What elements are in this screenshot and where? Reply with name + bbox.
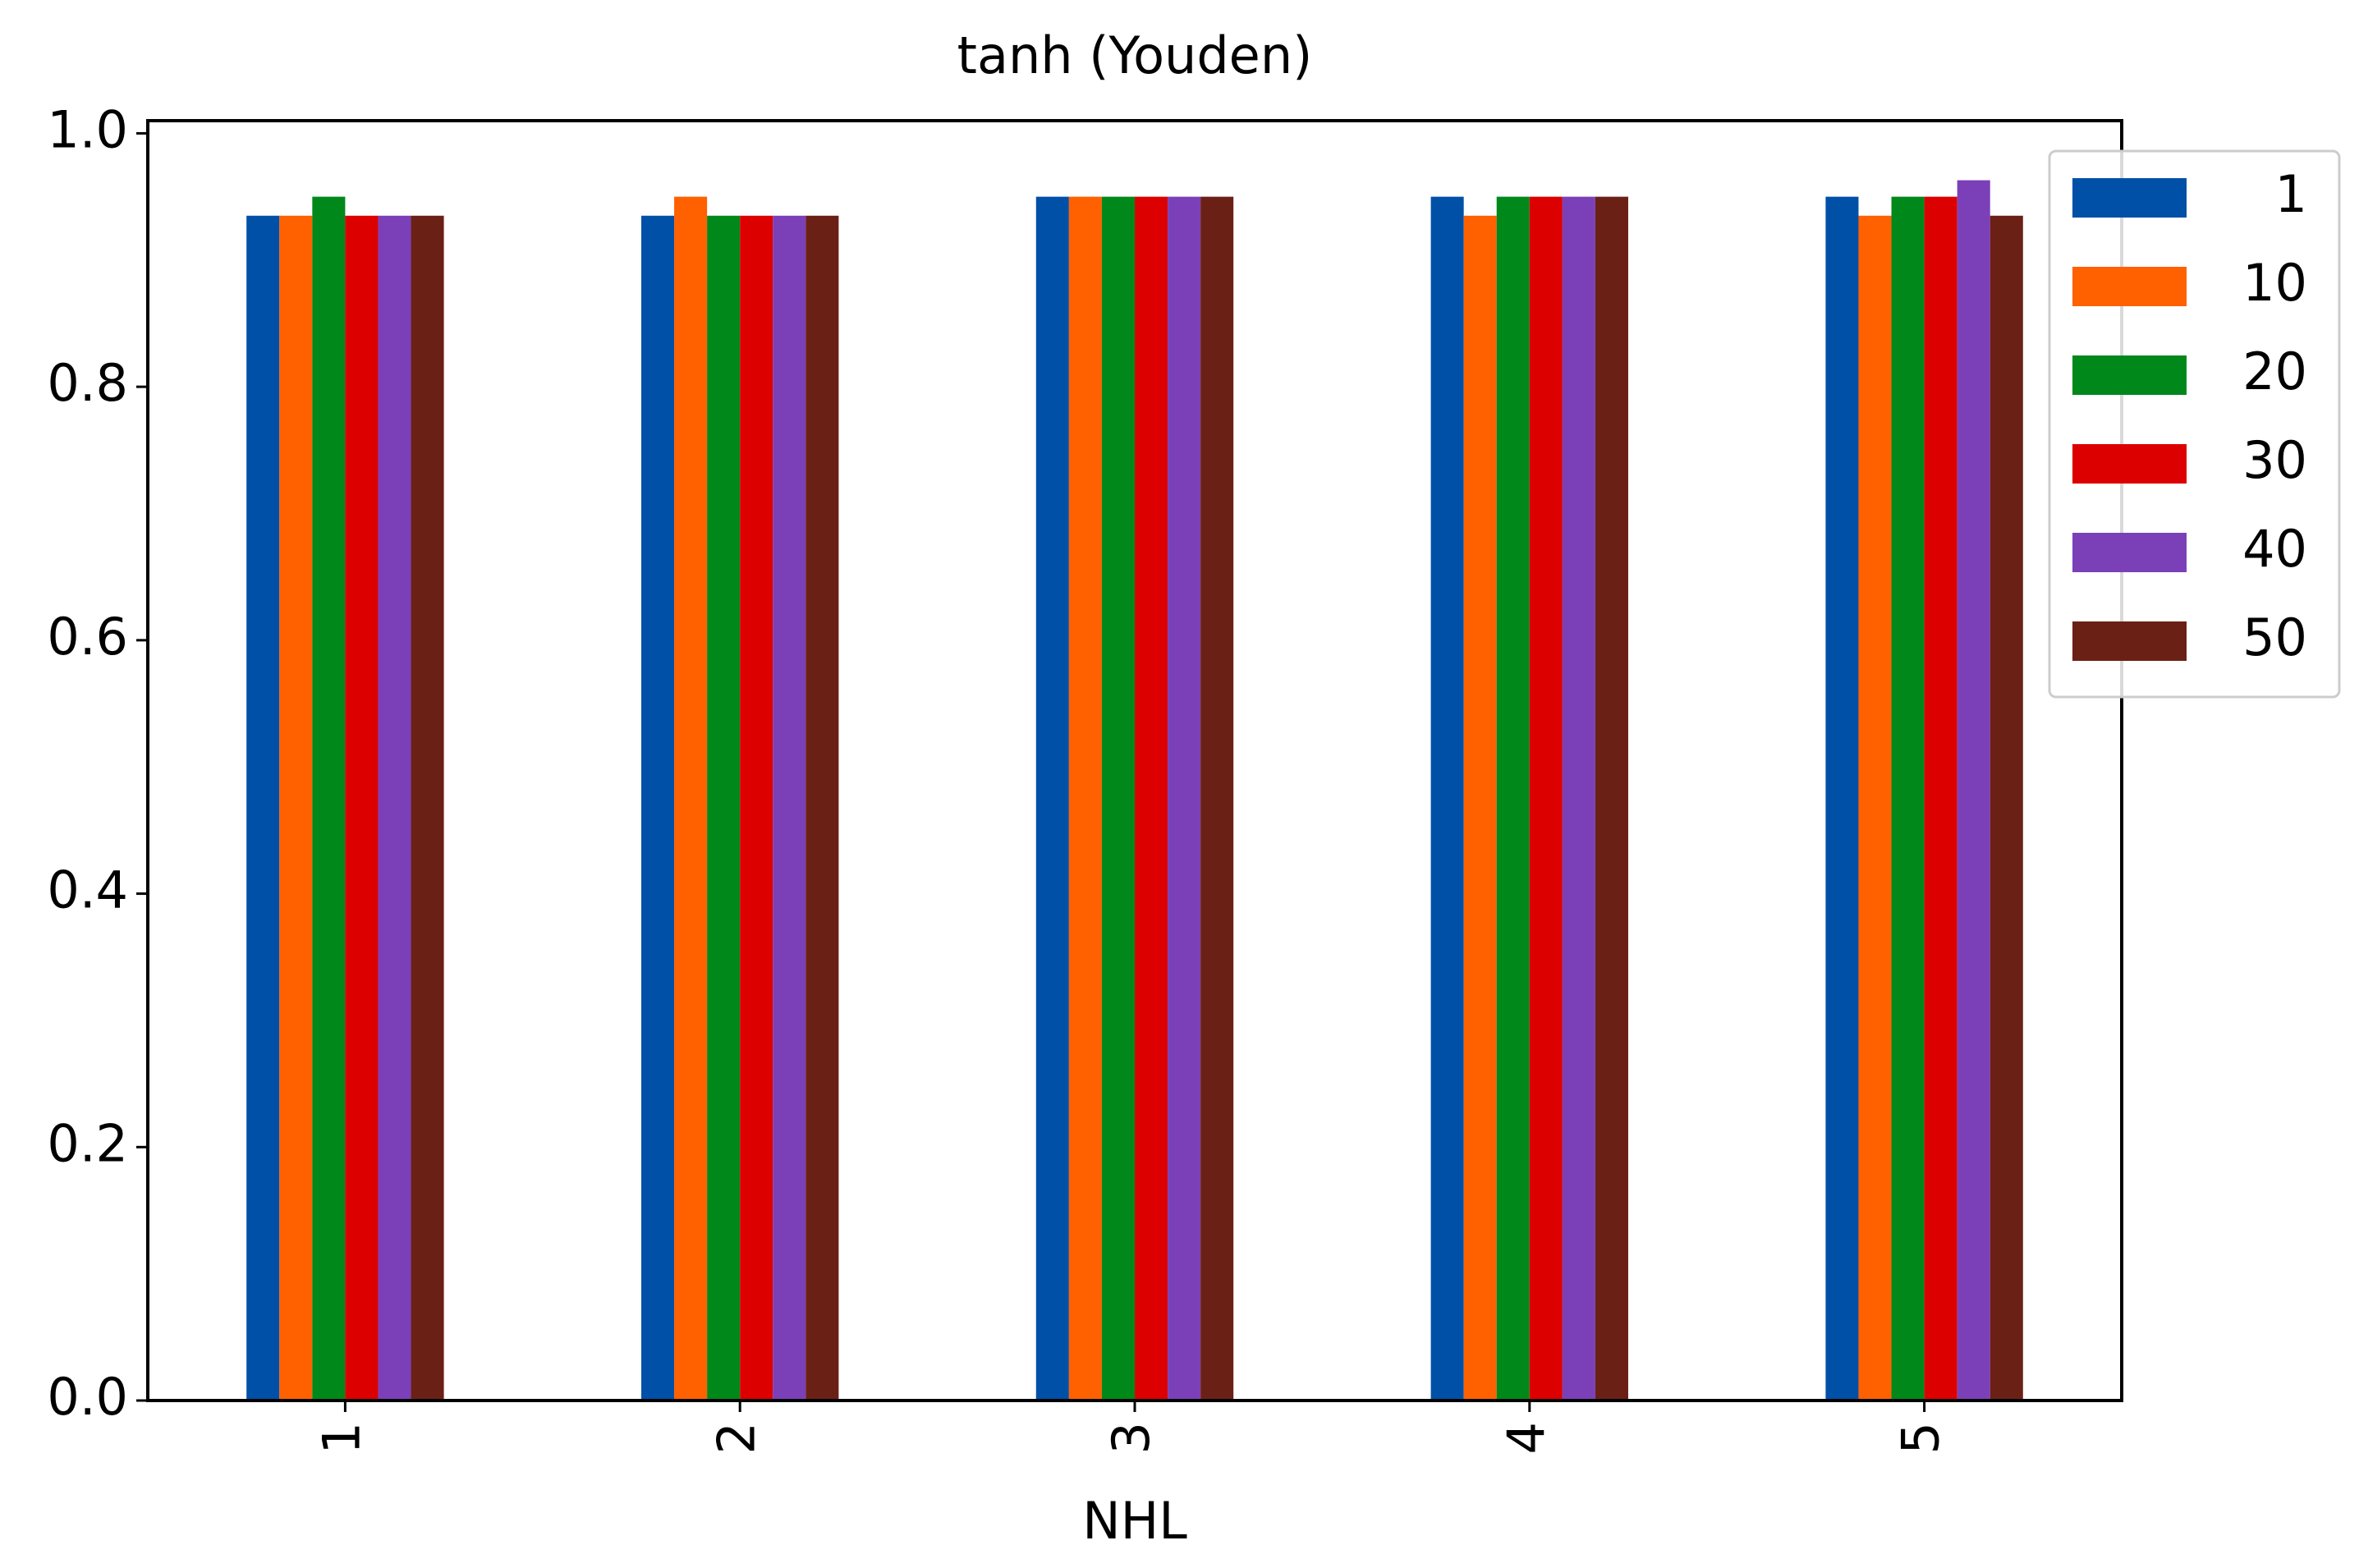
legend-swatch (2072, 621, 2187, 661)
y-tick-label: 0.8 (47, 353, 128, 413)
legend-swatch (2072, 178, 2187, 218)
bar (707, 215, 741, 1401)
chart-title: tanh (Youden) (957, 25, 1313, 85)
bar (1068, 196, 1102, 1401)
bar (1496, 196, 1530, 1401)
bar (312, 196, 346, 1401)
bar (1430, 196, 1464, 1401)
bar (740, 215, 773, 1401)
legend-label: 40 (2242, 519, 2307, 579)
bar (1562, 196, 1595, 1401)
bar (773, 215, 806, 1401)
bar (246, 215, 280, 1401)
y-tick-label: 0.4 (47, 860, 128, 920)
y-tick-label: 1.0 (47, 100, 128, 160)
legend-label: 20 (2242, 342, 2307, 401)
x-tick-label: 3 (1101, 1422, 1161, 1454)
x-axis-label: NHL (1082, 1491, 1187, 1551)
legend-label: 10 (2242, 253, 2307, 313)
bar (641, 215, 675, 1401)
x-tick-label: 1 (311, 1422, 371, 1454)
x-tick-label: 5 (1891, 1422, 1951, 1454)
bar (279, 215, 313, 1401)
bar (674, 196, 708, 1401)
bar (1825, 196, 1859, 1401)
bar (1529, 196, 1563, 1401)
x-tick-label: 2 (706, 1422, 766, 1454)
bar (378, 215, 411, 1401)
bar (1891, 196, 1925, 1401)
bar (1957, 180, 1990, 1401)
legend-swatch (2072, 533, 2187, 572)
bar (1463, 215, 1497, 1401)
y-tick-label: 0.6 (47, 607, 128, 667)
bar (805, 215, 839, 1401)
bar (1035, 196, 1069, 1401)
bar (345, 215, 379, 1401)
legend-swatch (2072, 444, 2187, 484)
bar (1168, 196, 1201, 1401)
bar (1924, 196, 1957, 1401)
y-tick-label: 0.2 (47, 1113, 128, 1173)
bar (1595, 196, 1628, 1401)
legend-label: 50 (2242, 607, 2307, 667)
bar (411, 215, 444, 1401)
bar (1990, 215, 2023, 1401)
legend-swatch (2072, 355, 2187, 395)
legend-label: 1 (2275, 164, 2307, 224)
bar (1135, 196, 1168, 1401)
bar (1200, 196, 1234, 1401)
plot-frame (146, 119, 2123, 1402)
bar (1858, 215, 1892, 1401)
legend-swatch (2072, 267, 2187, 306)
bar (1101, 196, 1135, 1401)
y-tick-label: 0.0 (47, 1367, 128, 1427)
x-tick-label: 4 (1496, 1422, 1556, 1454)
legend-label: 30 (2242, 430, 2307, 490)
